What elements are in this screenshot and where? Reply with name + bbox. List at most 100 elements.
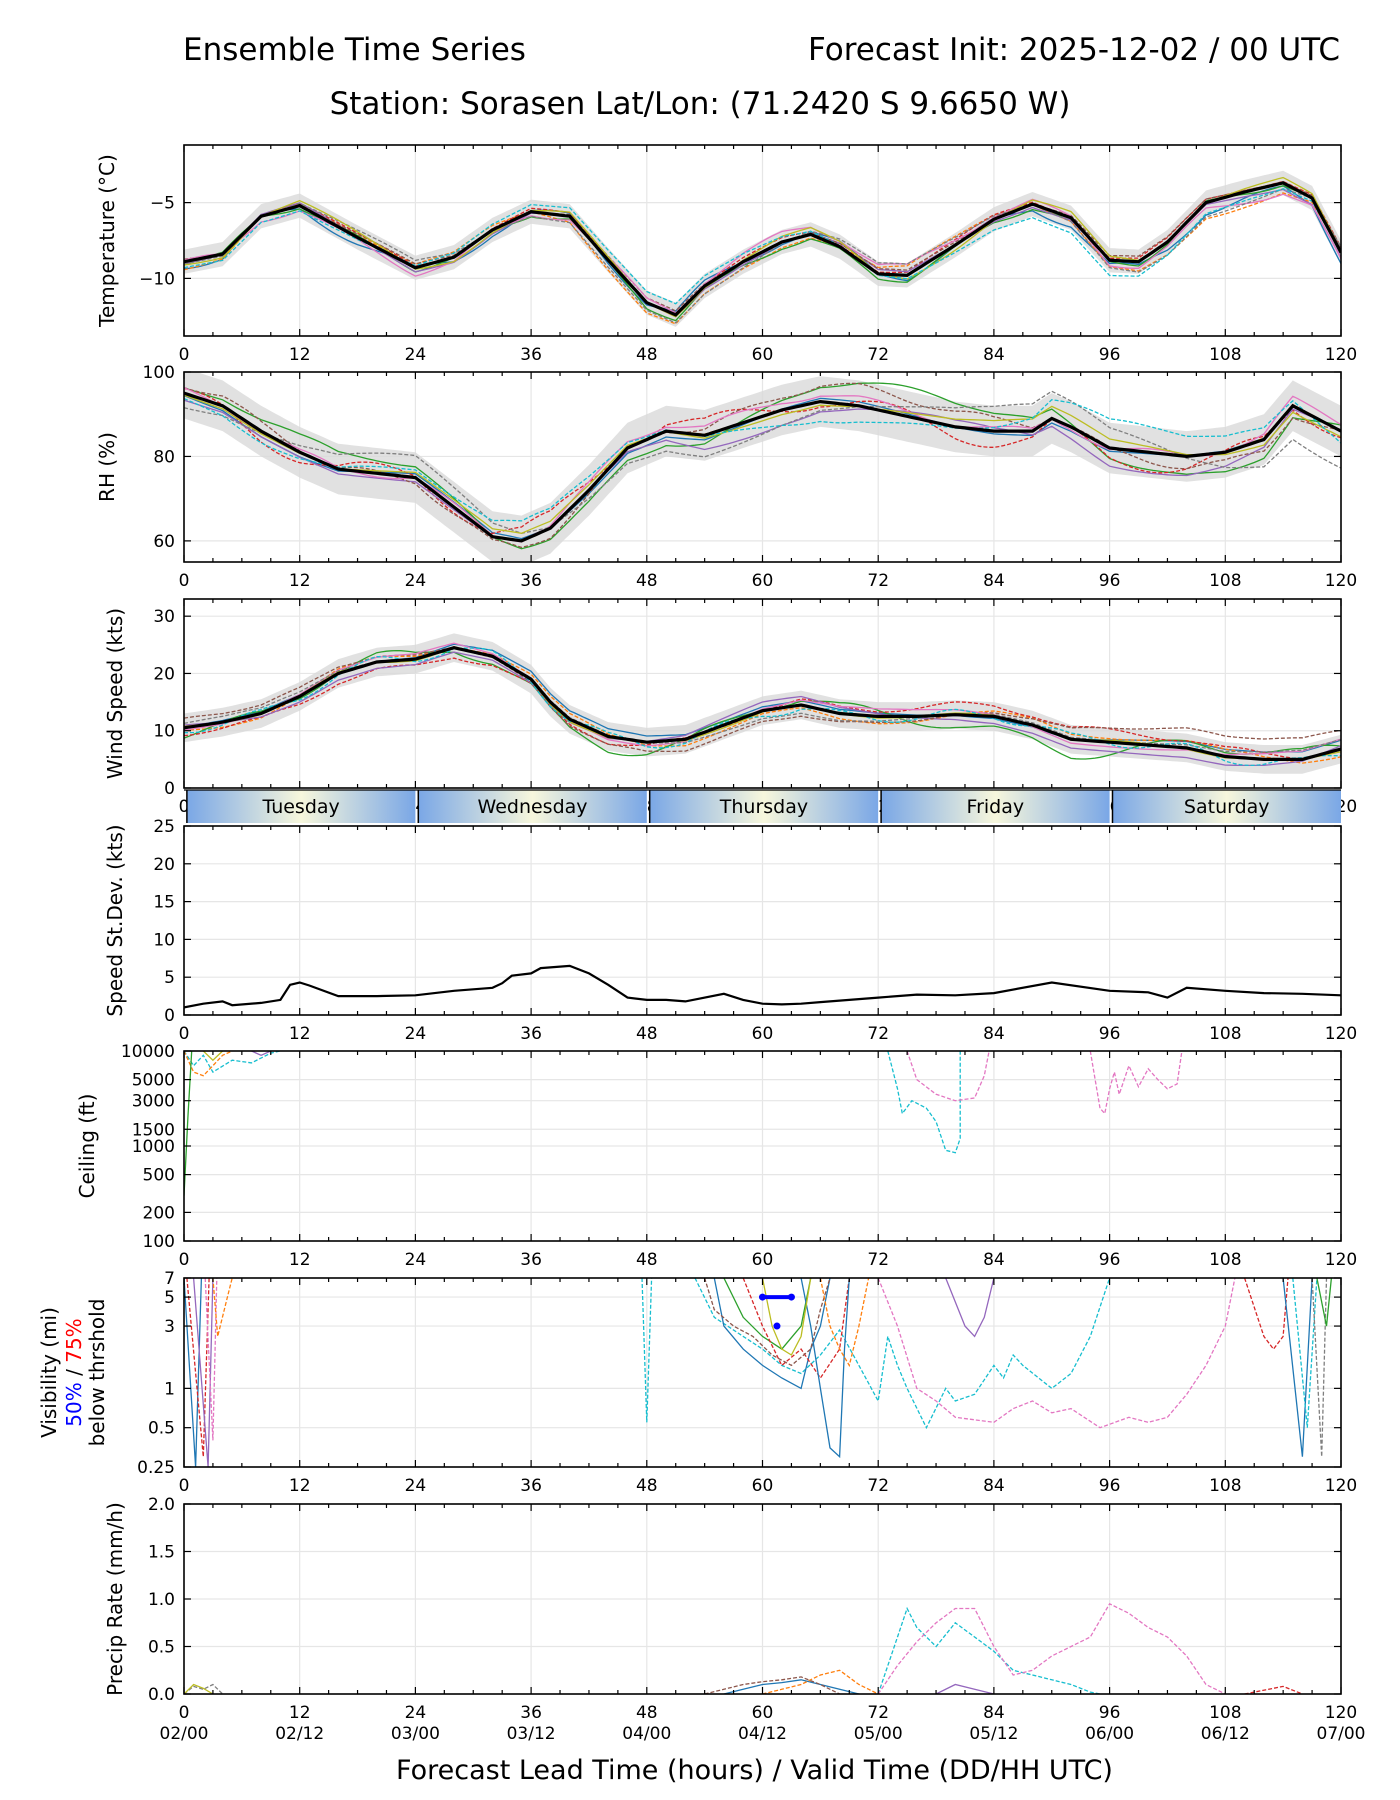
x-tick-label: 48: [636, 1476, 658, 1496]
panel-wind_speed: 012243648607284961081200102030Wind Speed…: [103, 598, 1357, 817]
y-tick-label: 7: [164, 1269, 175, 1289]
x-tick-label: 108: [1209, 1703, 1241, 1723]
x-tick-label: 96: [1099, 345, 1121, 365]
trace-visibility-8: [713, 1278, 831, 1390]
y-axis-label: Speed St.Dev. (kts): [103, 824, 127, 1016]
panel-rh: 0 12 24 36 48 60 72 84 96 108 120 60 80 100 RH (%): [95, 363, 1357, 591]
valid-time-label: 06/00: [1085, 1724, 1134, 1744]
x-tick-label: 60: [752, 571, 774, 591]
trace-visibility-12: [703, 1278, 831, 1367]
x-tick-label: 96: [1099, 571, 1121, 591]
x-tick-label: 0: [179, 571, 190, 591]
x-tick-label: 60: [752, 1250, 774, 1270]
x-tick-label: 60: [752, 1703, 774, 1723]
y-tick-label: 1.0: [148, 1590, 175, 1610]
data-ceiling: [184, 1051, 1183, 1196]
gridlines-precip_rate: [183, 1503, 1342, 1695]
x-tick-label: 36: [520, 1024, 542, 1044]
y-tick-label: −5: [150, 194, 175, 214]
x-tick-label: 60: [752, 345, 774, 365]
x-tick-label: 24: [405, 1024, 427, 1044]
data-rh: [184, 372, 1341, 562]
y-tick-label: 80: [153, 447, 175, 467]
x-tick-label: 0: [179, 1024, 190, 1044]
data-precip_rate: [184, 1602, 1303, 1694]
x-tick-label: 12: [289, 571, 311, 591]
member-line-wind_speed-4: [184, 651, 1341, 767]
x-tick-label: 108: [1209, 345, 1241, 365]
trace-visibility-18: [1292, 1278, 1318, 1428]
y-tick-label: 1: [164, 1379, 175, 1399]
y-axis-label: Visibility (mi): [37, 1307, 61, 1438]
trace-visibility-6: [694, 1278, 1111, 1430]
trace-visibility-3: [204, 1278, 218, 1441]
valid-time-label: 04/12: [738, 1724, 787, 1744]
panel-precip_rate: 0 12 24 36 48 60 72 84 96 108 120 0.0 0.5 1.0 1.5 2.0 Pr…: [103, 1495, 1357, 1723]
trace-precip_rate-4: [762, 1669, 879, 1694]
trace-visibility-5: [641, 1278, 653, 1423]
y-tick-label: 1500: [132, 1120, 175, 1140]
trace-visibility-14: [819, 1278, 870, 1368]
x-tick-label: 120: [1325, 571, 1357, 591]
member-line-rh-6: [184, 387, 1341, 543]
x-tick-label: 96: [1099, 1024, 1121, 1044]
y-tick-label: 100: [143, 1232, 175, 1252]
x-tick-label: 120: [1325, 1703, 1357, 1723]
valid-time-label: 02/12: [275, 1724, 324, 1744]
data-wind_speed: [184, 633, 1341, 774]
y-axis-label: RH (%): [95, 432, 119, 502]
x-tick-label: 84: [983, 345, 1005, 365]
x-tick-label: 48: [636, 571, 658, 591]
x-tick-label: 72: [867, 1476, 889, 1496]
x-tick-label: 84: [983, 1250, 1005, 1270]
trace-precip_rate-6: [184, 1683, 214, 1694]
trace-ceiling-4: [251, 1051, 272, 1057]
spread-band: [184, 633, 1341, 774]
gridlines-visibility: [183, 1277, 1342, 1468]
gridlines-ceiling: [183, 1050, 1342, 1242]
trace-visibility-9: [723, 1278, 812, 1350]
valid-time-label: 07/00: [1317, 1724, 1366, 1744]
y-tick-label: 20: [153, 664, 175, 684]
trace-visibility-2: [192, 1278, 214, 1467]
y-tick-label: 60: [153, 532, 175, 552]
member-line-rh-2: [184, 382, 1341, 550]
day-label: Friday: [967, 796, 1025, 818]
x-tick-label: 108: [1209, 1024, 1241, 1044]
chart-title-left: Ensemble Time Series: [183, 32, 526, 68]
panel-ceiling: 0 12 24 36 48 60 72 84 96 108 120 100 200 500 10001500…: [75, 1042, 1357, 1270]
threshold-50pct: 50%: [62, 1382, 86, 1426]
stdev-line: [184, 964, 1341, 1009]
x-tick-label: 48: [636, 1703, 658, 1723]
vis-50pct-dot: [787, 1293, 795, 1301]
day-label: Thursday: [719, 796, 808, 818]
trace-visibility-17: [1282, 1278, 1313, 1457]
x-tick-label: 24: [405, 1476, 427, 1496]
panel-visibility: 0 12 24 36 48 60 72 84 96 108 120 0.25 0.5 1 3 57 Visibi…: [37, 1269, 1357, 1496]
gridlines-speed_stdev: [183, 825, 1342, 1016]
x-tick-label: 24: [405, 1250, 427, 1270]
valid-time-label: 02/00: [160, 1724, 209, 1744]
member-line-rh-9: [184, 398, 1341, 522]
mean-line-wind_speed: [184, 646, 1341, 761]
x-tick-label: 36: [520, 345, 542, 365]
x-tick-label: 72: [867, 1024, 889, 1044]
x-tick-label: 84: [983, 571, 1005, 591]
x-tick-label: 12: [289, 1250, 311, 1270]
trace-precip_rate-0: [877, 1606, 1101, 1694]
panel-temperature: 0 12 24 36 48 60 72 84 96 108 120 −10 −5 Temperature …: [95, 144, 1357, 365]
threshold-sep: /: [62, 1363, 86, 1382]
trace-visibility-11: [800, 1278, 850, 1459]
trace-visibility-0: [184, 1278, 203, 1467]
day-band: [418, 790, 647, 823]
valid-time-label: 04/00: [622, 1724, 671, 1744]
member-line-temperature-7: [184, 188, 1341, 324]
y-axis-label: Ceiling (ft): [75, 1094, 99, 1199]
x-tick-label: 72: [867, 1703, 889, 1723]
y-tick-label: 100: [143, 363, 175, 383]
x-tick-label: 36: [520, 1476, 542, 1496]
trace-ceiling-2: [184, 1051, 193, 1196]
x-tick-label: 0: [179, 1476, 190, 1496]
x-tick-label: 24: [405, 1703, 427, 1723]
